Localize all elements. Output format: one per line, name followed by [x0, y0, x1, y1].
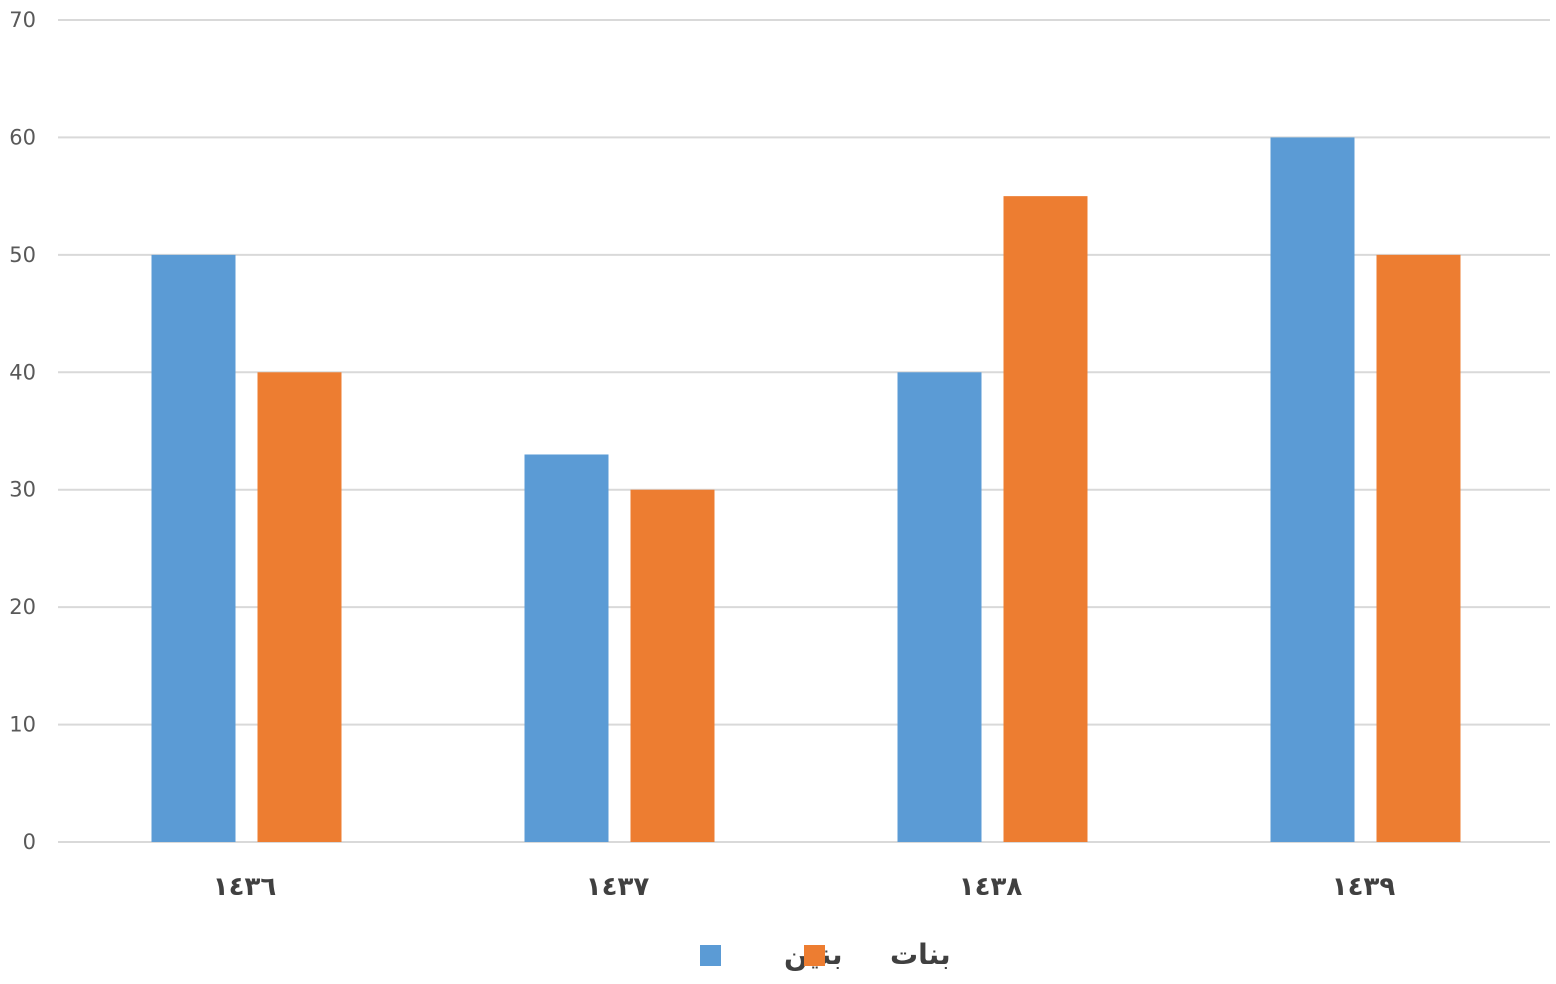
- y-tick-label: 70: [9, 8, 36, 32]
- legend: بنينبنات: [700, 938, 951, 971]
- x-category-label: ١٤٣٧: [586, 872, 650, 902]
- y-tick-label: 50: [9, 243, 36, 267]
- bars: [151, 137, 1461, 843]
- bar-boys-4: [1270, 137, 1355, 842]
- bar-girls-3: [1003, 196, 1088, 843]
- bar-girls-4: [1376, 254, 1461, 842]
- y-tick-label: 20: [9, 595, 36, 619]
- y-axis-tick-labels: 0 10 20 30 40 50 60 70: [9, 8, 36, 854]
- bar-boys-3: [897, 372, 982, 842]
- bar-girls-2: [630, 489, 715, 842]
- legend-label: بنات: [890, 938, 951, 971]
- bar-boys-1: [151, 254, 236, 842]
- legend-item-girls: بنات: [804, 938, 951, 971]
- x-category-label: ١٤٣٩: [1332, 872, 1396, 902]
- y-tick-label: 0: [23, 830, 36, 854]
- bar-boys-2: [524, 454, 609, 842]
- y-tick-label: 60: [9, 125, 36, 149]
- x-category-label: ١٤٣٨: [959, 872, 1023, 902]
- x-axis-category-labels: ١٤٣٦ ١٤٣٧ ١٤٣٨ ١٤٣٩: [213, 872, 1396, 902]
- bar-girls-1: [257, 372, 342, 842]
- y-tick-label: 30: [9, 478, 36, 502]
- y-tick-label: 10: [9, 713, 36, 737]
- x-category-label: ١٤٣٦: [213, 872, 276, 902]
- legend-swatch: [700, 945, 721, 966]
- y-tick-label: 40: [9, 360, 36, 384]
- legend-swatch: [804, 945, 825, 966]
